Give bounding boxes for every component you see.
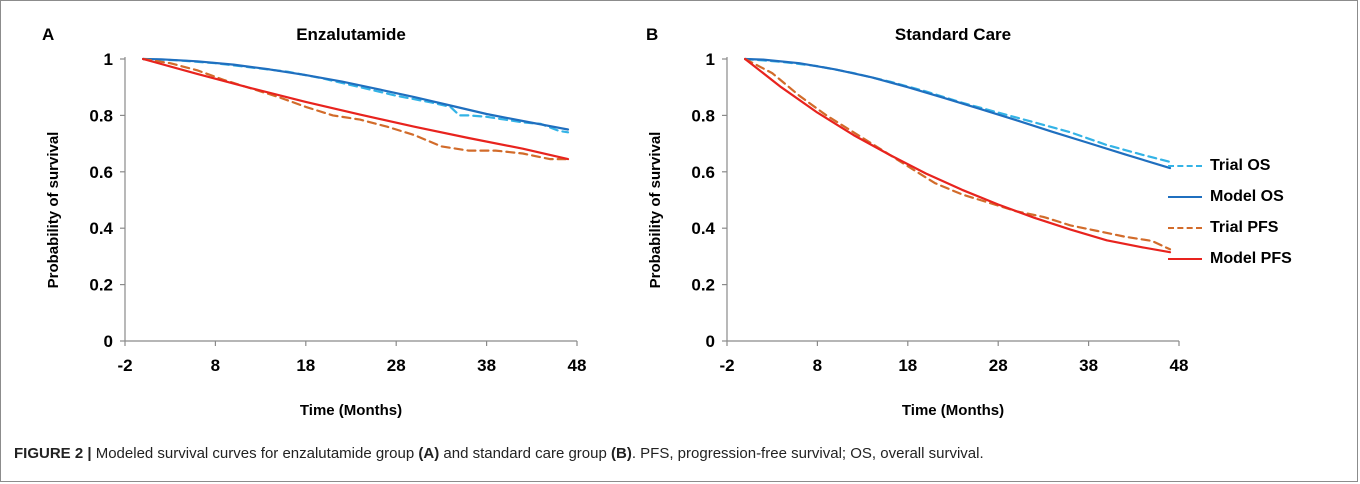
x-tick-label: 18 [296, 356, 315, 375]
panel-b-chart: B Standard Care 0 0.2 0.4 0.6 0.8 1 -2 8 18 28 38 48 T… [646, 25, 1188, 419]
x-tick-label: 38 [1079, 356, 1098, 375]
caption-ref-b: (B) [611, 445, 632, 462]
legend-swatch [1168, 195, 1202, 198]
y-tick-label: 0.4 [691, 219, 715, 238]
x-tick-label: 28 [387, 356, 406, 375]
legend-item: Model PFS [1168, 243, 1348, 274]
x-tick-label: 8 [211, 356, 220, 375]
x-tick-label: 48 [568, 356, 587, 375]
x-tick-label: -2 [719, 356, 734, 375]
caption-lead: FIGURE 2 | [14, 445, 92, 462]
legend: Trial OS Model OS Trial PFS Model PFS [1168, 150, 1348, 274]
series-line-trial-os [743, 57, 1172, 163]
caption-text-2: and standard care group [439, 445, 612, 462]
panel-label: B [646, 25, 658, 44]
y-tick-label: 0.6 [691, 163, 715, 182]
x-axis-label: Time (Months) [300, 402, 402, 419]
legend-label: Model PFS [1210, 249, 1292, 267]
series-line-model-os [743, 57, 1172, 170]
series-line-trial-pfs [743, 57, 1172, 251]
y-tick-label: 0 [706, 332, 715, 351]
y-tick-label: 0.2 [89, 276, 113, 295]
series-line-trial-os [142, 57, 570, 134]
legend-label: Trial PFS [1210, 218, 1279, 236]
legend-item: Trial OS [1168, 150, 1348, 181]
x-tick-label: 38 [477, 356, 496, 375]
chart-title: Standard Care [895, 25, 1011, 44]
figure-caption: FIGURE 2 | Modeled survival curves for e… [14, 445, 984, 462]
caption-text-1: Modeled survival curves for enzalutamide… [91, 445, 419, 462]
y-tick-label: 0.2 [691, 276, 715, 295]
legend-label: Model OS [1210, 187, 1284, 205]
x-tick-label: 8 [813, 356, 822, 375]
caption-text-3: . PFS, progression-free survival; OS, ov… [631, 445, 984, 462]
series-line-model-pfs [743, 57, 1172, 254]
chart-title: Enzalutamide [296, 25, 406, 44]
caption-ref-a: (A) [418, 445, 440, 462]
y-tick-label: 1 [706, 50, 715, 69]
x-tick-label: 18 [898, 356, 917, 375]
y-tick-label: 0.8 [89, 106, 113, 125]
y-axis-label: Probability of survival [45, 132, 62, 289]
y-tick-label: 0.8 [691, 106, 715, 125]
y-tick-label: 1 [104, 50, 113, 69]
y-tick-label: 0.4 [89, 219, 113, 238]
legend-label: Trial OS [1210, 156, 1271, 174]
y-tick-label: 0.6 [89, 163, 113, 182]
series-line-model-pfs [142, 57, 570, 161]
legend-item: Model OS [1168, 181, 1348, 212]
legend-swatch [1168, 257, 1202, 260]
panel-label: A [42, 25, 54, 44]
y-axis-label: Probability of survival [647, 132, 664, 289]
x-axis-label: Time (Months) [902, 402, 1004, 419]
panel-a-chart: A Enzalutamide 0 0.2 0.4 0.6 0.8 1 -2 8 18 28 38 48 Ti… [42, 25, 586, 419]
legend-item: Trial PFS [1168, 212, 1348, 243]
x-tick-label: 28 [989, 356, 1008, 375]
x-tick-label: -2 [117, 356, 132, 375]
legend-swatch [1168, 226, 1202, 229]
legend-swatch [1168, 164, 1202, 167]
x-tick-label: 48 [1170, 356, 1189, 375]
series-line-model-os [142, 57, 570, 131]
y-tick-label: 0 [104, 332, 113, 351]
series-line-trial-pfs [142, 57, 570, 161]
